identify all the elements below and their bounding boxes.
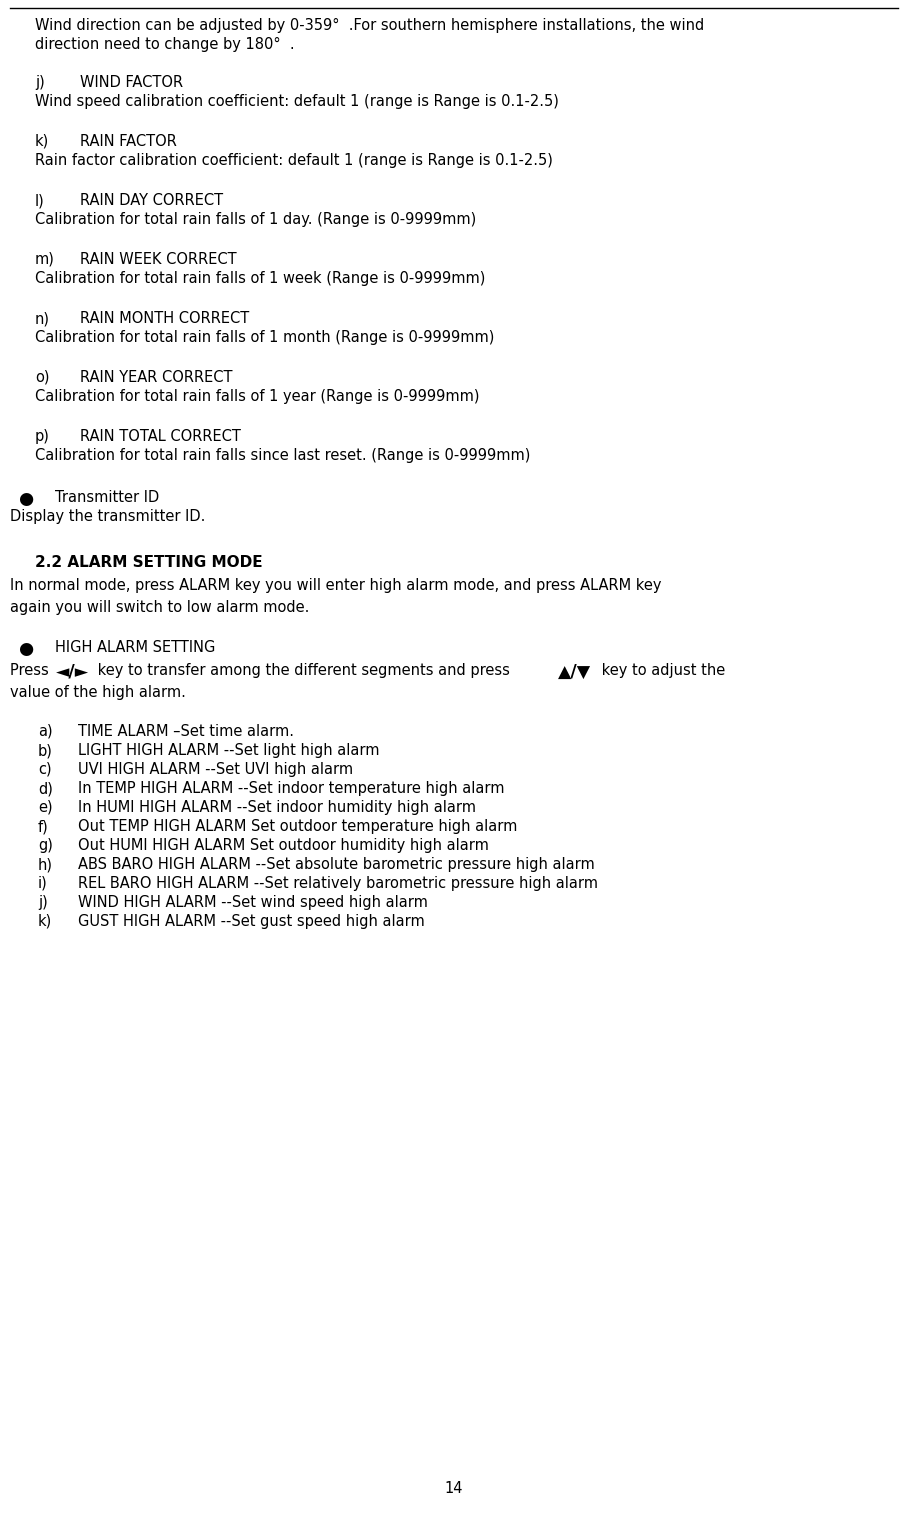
- Text: HIGH ALARM SETTING: HIGH ALARM SETTING: [55, 640, 215, 656]
- Text: 2.2 ALARM SETTING MODE: 2.2 ALARM SETTING MODE: [35, 556, 262, 569]
- Text: n): n): [35, 310, 50, 326]
- Text: Transmitter ID: Transmitter ID: [55, 491, 159, 506]
- Text: k): k): [38, 914, 53, 930]
- Text: RAIN TOTAL CORRECT: RAIN TOTAL CORRECT: [80, 428, 241, 444]
- Text: LIGHT HIGH ALARM --Set light high alarm: LIGHT HIGH ALARM --Set light high alarm: [78, 743, 380, 759]
- Text: c): c): [38, 762, 52, 777]
- Text: 14: 14: [445, 1481, 463, 1496]
- Text: WIND HIGH ALARM --Set wind speed high alarm: WIND HIGH ALARM --Set wind speed high al…: [78, 895, 428, 910]
- Text: REL BARO HIGH ALARM --Set relatively barometric pressure high alarm: REL BARO HIGH ALARM --Set relatively bar…: [78, 877, 598, 892]
- Text: k): k): [35, 135, 49, 148]
- Text: j): j): [38, 895, 48, 910]
- Text: value of the high alarm.: value of the high alarm.: [10, 684, 186, 699]
- Text: Out TEMP HIGH ALARM Set outdoor temperature high alarm: Out TEMP HIGH ALARM Set outdoor temperat…: [78, 819, 518, 834]
- Text: j): j): [35, 76, 44, 89]
- Text: ABS BARO HIGH ALARM --Set absolute barometric pressure high alarm: ABS BARO HIGH ALARM --Set absolute barom…: [78, 857, 595, 872]
- Text: key to adjust the: key to adjust the: [597, 663, 725, 678]
- Text: RAIN DAY CORRECT: RAIN DAY CORRECT: [80, 192, 223, 207]
- Text: direction need to change by 180°  .: direction need to change by 180° .: [35, 36, 294, 51]
- Text: d): d): [38, 781, 53, 796]
- Text: again you will switch to low alarm mode.: again you will switch to low alarm mode.: [10, 600, 310, 615]
- Text: In TEMP HIGH ALARM --Set indoor temperature high alarm: In TEMP HIGH ALARM --Set indoor temperat…: [78, 781, 505, 796]
- Text: l): l): [35, 192, 44, 207]
- Text: RAIN FACTOR: RAIN FACTOR: [80, 135, 177, 148]
- Text: Calibration for total rain falls of 1 day. (Range is 0-9999mm): Calibration for total rain falls of 1 da…: [35, 212, 477, 227]
- Text: Display the transmitter ID.: Display the transmitter ID.: [10, 509, 205, 524]
- Text: Press: Press: [10, 663, 54, 678]
- Text: In normal mode, press ALARM key you will enter high alarm mode, and press ALARM : In normal mode, press ALARM key you will…: [10, 578, 662, 593]
- Text: Calibration for total rain falls of 1 month (Range is 0-9999mm): Calibration for total rain falls of 1 mo…: [35, 330, 494, 345]
- Text: TIME ALARM –Set time alarm.: TIME ALARM –Set time alarm.: [78, 724, 294, 739]
- Text: f): f): [38, 819, 49, 834]
- Text: Calibration for total rain falls since last reset. (Range is 0-9999mm): Calibration for total rain falls since l…: [35, 448, 530, 463]
- Text: h): h): [38, 857, 53, 872]
- Text: m): m): [35, 251, 54, 266]
- Text: ◄/►: ◄/►: [56, 663, 89, 681]
- Text: RAIN MONTH CORRECT: RAIN MONTH CORRECT: [80, 310, 250, 326]
- Text: i): i): [38, 877, 48, 892]
- Text: g): g): [38, 839, 53, 852]
- Text: o): o): [35, 369, 50, 385]
- Text: RAIN YEAR CORRECT: RAIN YEAR CORRECT: [80, 369, 232, 385]
- Text: key to transfer among the different segments and press: key to transfer among the different segm…: [93, 663, 515, 678]
- Text: Out HUMI HIGH ALARM Set outdoor humidity high alarm: Out HUMI HIGH ALARM Set outdoor humidity…: [78, 839, 489, 852]
- Text: Rain factor calibration coefficient: default 1 (range is Range is 0.1-2.5): Rain factor calibration coefficient: def…: [35, 153, 553, 168]
- Text: WIND FACTOR: WIND FACTOR: [80, 76, 183, 89]
- Text: ▲/▼: ▲/▼: [558, 663, 591, 681]
- Text: b): b): [38, 743, 53, 759]
- Text: GUST HIGH ALARM --Set gust speed high alarm: GUST HIGH ALARM --Set gust speed high al…: [78, 914, 425, 930]
- Text: In HUMI HIGH ALARM --Set indoor humidity high alarm: In HUMI HIGH ALARM --Set indoor humidity…: [78, 799, 476, 815]
- Text: Calibration for total rain falls of 1 year (Range is 0-9999mm): Calibration for total rain falls of 1 ye…: [35, 389, 479, 404]
- Text: a): a): [38, 724, 53, 739]
- Text: Wind direction can be adjusted by 0-359°  .For southern hemisphere installations: Wind direction can be adjusted by 0-359°…: [35, 18, 705, 33]
- Text: e): e): [38, 799, 53, 815]
- Text: p): p): [35, 428, 50, 444]
- Text: ●: ●: [18, 491, 33, 509]
- Text: Wind speed calibration coefficient: default 1 (range is Range is 0.1-2.5): Wind speed calibration coefficient: defa…: [35, 94, 559, 109]
- Text: UVI HIGH ALARM --Set UVI high alarm: UVI HIGH ALARM --Set UVI high alarm: [78, 762, 353, 777]
- Text: Calibration for total rain falls of 1 week (Range is 0-9999mm): Calibration for total rain falls of 1 we…: [35, 271, 486, 286]
- Text: RAIN WEEK CORRECT: RAIN WEEK CORRECT: [80, 251, 237, 266]
- Text: ●: ●: [18, 640, 33, 659]
